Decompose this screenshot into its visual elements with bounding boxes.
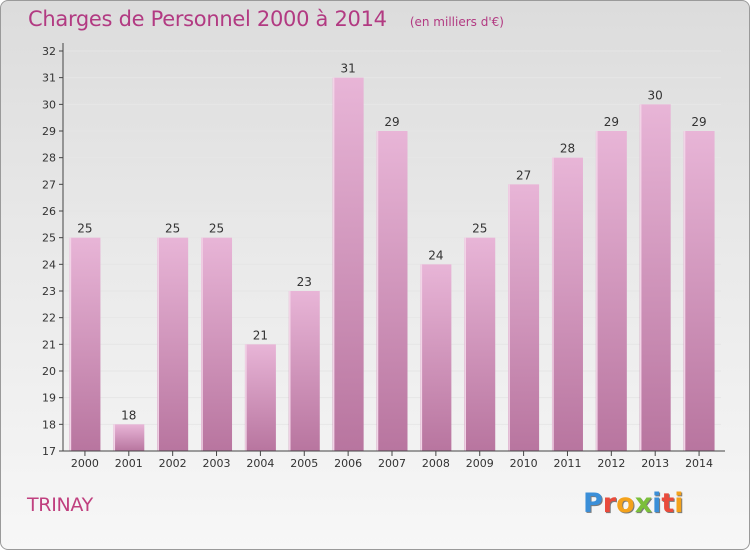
x-tick-label: 2008 <box>422 457 450 470</box>
y-tick-label: 24 <box>42 258 56 271</box>
x-tick-label: 2002 <box>159 457 187 470</box>
y-tick-label: 18 <box>42 418 56 431</box>
value-label: 25 <box>165 222 180 236</box>
logo-letter: i <box>652 488 662 519</box>
y-tick-label: 21 <box>42 338 56 351</box>
chart-title: Charges de Personnel 2000 à 2014 <box>28 7 387 31</box>
x-tick-label: 2012 <box>597 457 625 470</box>
y-tick-label: 17 <box>42 445 56 458</box>
bar <box>551 157 583 451</box>
y-tick-label: 20 <box>42 365 56 378</box>
x-tick-label: 2009 <box>466 457 494 470</box>
x-tick-label: 2001 <box>115 457 143 470</box>
bar <box>595 131 627 451</box>
town-name: TRINAY <box>27 494 93 516</box>
x-tick-label: 2003 <box>203 457 231 470</box>
bar <box>639 104 671 451</box>
x-tick-label: 2004 <box>246 457 274 470</box>
x-tick-label: 2007 <box>378 457 406 470</box>
value-label: 31 <box>340 62 355 76</box>
value-label: 18 <box>121 408 136 422</box>
value-label: 21 <box>253 328 268 342</box>
title-row: Charges de Personnel 2000 à 2014 (en mil… <box>28 7 504 31</box>
y-tick-label: 29 <box>42 125 56 138</box>
logo-letter: x <box>634 488 653 519</box>
value-label: 29 <box>384 115 399 129</box>
value-label: 30 <box>648 88 663 102</box>
value-label: 28 <box>560 142 575 156</box>
logo-letter: t <box>661 488 675 519</box>
bar <box>332 77 364 452</box>
value-label: 24 <box>428 248 443 262</box>
y-tick-label: 28 <box>42 152 56 165</box>
y-tick-label: 19 <box>42 392 56 405</box>
x-tick-label: 2005 <box>290 457 318 470</box>
bar <box>420 264 452 451</box>
x-tick-label: 2000 <box>71 457 99 470</box>
bar <box>113 424 145 451</box>
bar <box>201 237 233 451</box>
logo-letter: P <box>583 488 603 519</box>
bar <box>288 291 320 451</box>
value-label: 25 <box>77 222 92 236</box>
y-tick-label: 22 <box>42 312 56 325</box>
value-label: 27 <box>516 168 531 182</box>
y-tick-label: 25 <box>42 232 56 245</box>
x-tick-label: 2014 <box>685 457 713 470</box>
bar <box>508 184 540 452</box>
value-label: 29 <box>691 115 706 129</box>
value-label: 25 <box>472 222 487 236</box>
y-tick-label: 23 <box>42 285 56 298</box>
x-tick-label: 2006 <box>334 457 362 470</box>
bar <box>244 344 276 451</box>
bar <box>69 237 101 451</box>
y-tick-label: 27 <box>42 178 56 191</box>
bar <box>683 131 715 451</box>
y-tick-label: 32 <box>42 45 56 58</box>
y-tick-label: 26 <box>42 205 56 218</box>
bar <box>376 131 408 451</box>
y-tick-label: 30 <box>42 98 56 111</box>
x-tick-label: 2013 <box>641 457 669 470</box>
value-label: 23 <box>297 275 312 289</box>
bar <box>464 237 496 451</box>
y-tick-label: 31 <box>42 72 56 85</box>
logo-letter: i <box>674 488 684 519</box>
bar <box>157 237 189 451</box>
value-label: 29 <box>604 115 619 129</box>
proxiti-logo: Proxiti <box>583 488 684 519</box>
logo-letter: r <box>602 488 617 519</box>
logo-letter: o <box>616 488 635 519</box>
value-label: 25 <box>209 222 224 236</box>
x-tick-label: 2011 <box>553 457 581 470</box>
chart-subtitle: (en milliers d'€) <box>409 15 504 29</box>
x-tick-label: 2010 <box>510 457 538 470</box>
